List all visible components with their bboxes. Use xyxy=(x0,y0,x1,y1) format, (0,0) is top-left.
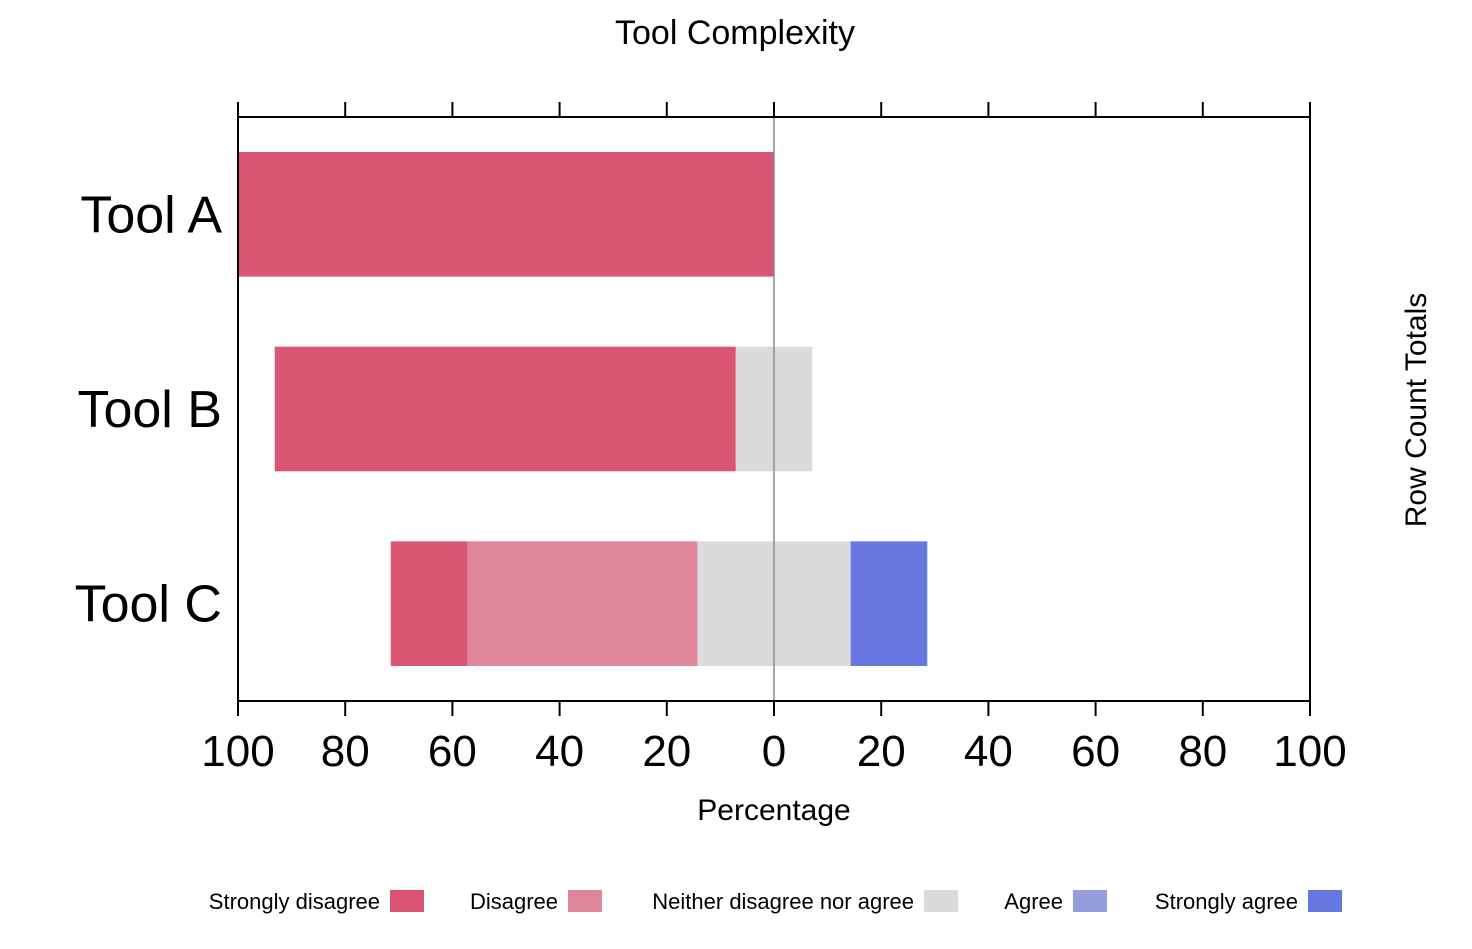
bar-segment-strongly-disagree xyxy=(390,541,468,666)
x-tick-label: 80 xyxy=(1178,727,1227,776)
x-tick-label: 40 xyxy=(964,727,1013,776)
x-tick-label: 20 xyxy=(642,727,691,776)
bar-segment-strongly-agree xyxy=(850,541,928,666)
x-tick-label: 20 xyxy=(857,727,906,776)
legend-label: Agree xyxy=(1004,889,1063,914)
x-tick-label: 80 xyxy=(321,727,370,776)
legend-label: Neither disagree nor agree xyxy=(652,889,914,914)
x-tick-label: 60 xyxy=(1071,727,1120,776)
chart-title: Tool Complexity xyxy=(615,14,855,52)
legend-swatch xyxy=(568,890,602,912)
legend-swatch xyxy=(924,890,958,912)
legend-label: Disagree xyxy=(470,889,558,914)
category-label: Tool B xyxy=(77,381,222,439)
right-axis-label: Row Count Totals xyxy=(1400,293,1433,528)
x-tick-label: 100 xyxy=(1273,727,1346,776)
x-tick-label: 0 xyxy=(762,727,786,776)
legend-label: Strongly agree xyxy=(1155,889,1298,914)
category-labels: Tool A Tool B Tool C xyxy=(75,186,223,633)
legend-label: Strongly disagree xyxy=(209,889,380,914)
ticks-layer: 100 80 60 40 20 0 20 40 60 80 100 xyxy=(201,102,1347,776)
bar-segment-disagree xyxy=(467,541,698,666)
bar-segment-strongly-disagree xyxy=(274,346,736,472)
legend-swatch xyxy=(390,890,424,912)
legend-swatch xyxy=(1073,890,1107,912)
legend: Strongly disagree Disagree Neither disagre… xyxy=(209,889,1342,914)
bars-layer xyxy=(238,152,928,666)
category-label: Tool C xyxy=(75,576,222,634)
x-tick-label: 100 xyxy=(201,727,274,776)
x-tick-label: 60 xyxy=(428,727,477,776)
category-label: Tool A xyxy=(80,186,222,244)
x-tick-label: 40 xyxy=(535,727,584,776)
bar-segment-strongly-disagree xyxy=(238,152,774,277)
legend-swatch xyxy=(1308,890,1342,912)
x-axis-label: Percentage xyxy=(697,794,850,827)
